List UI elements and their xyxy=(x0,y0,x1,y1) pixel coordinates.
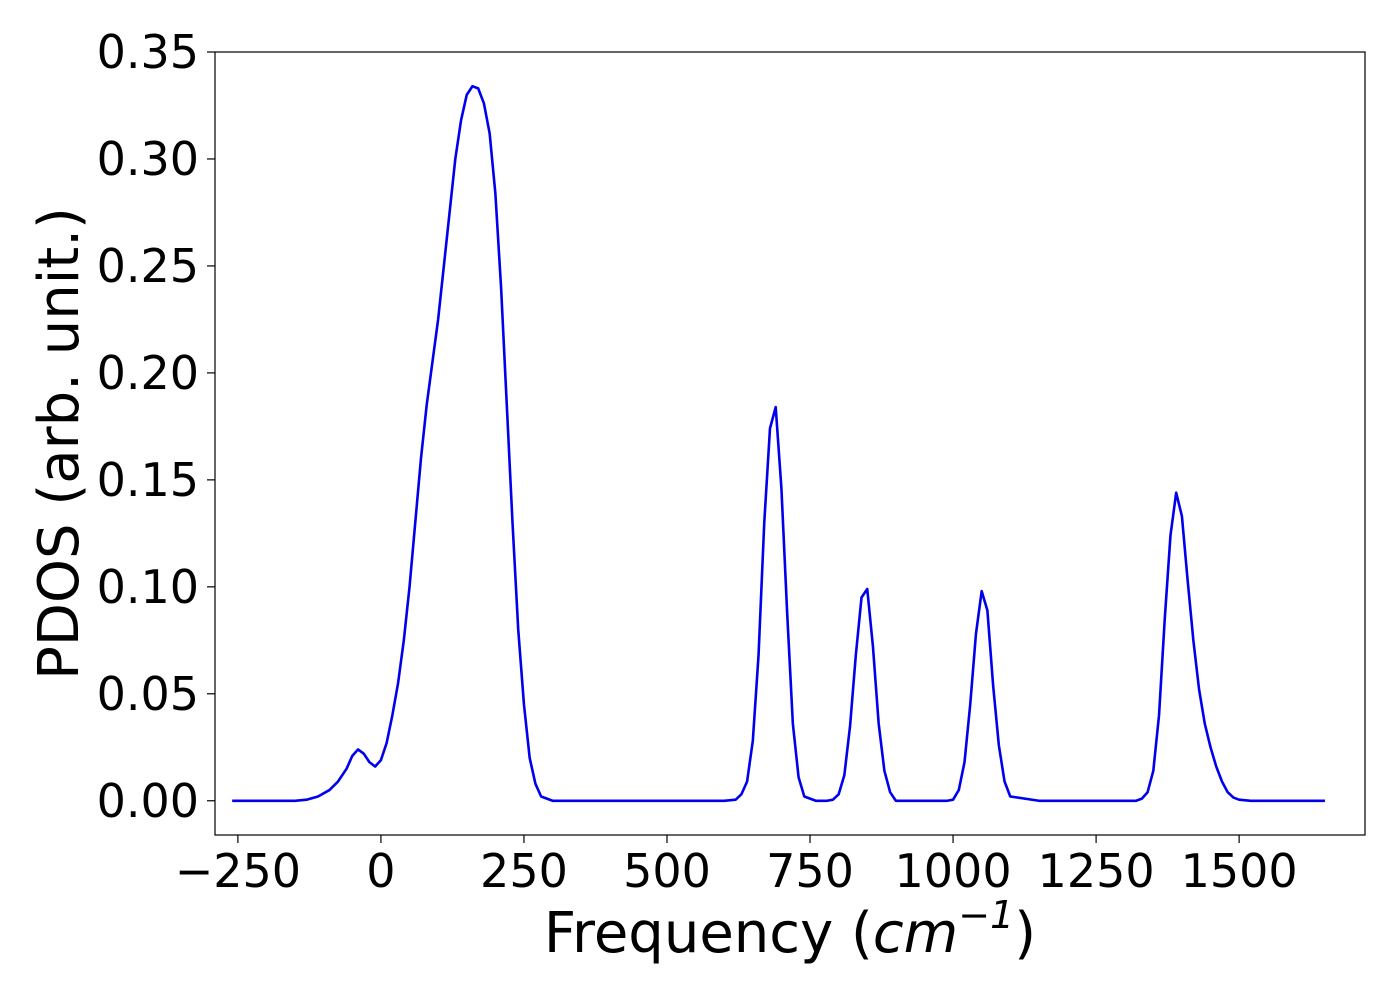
x-tick-label: 1250 xyxy=(1038,844,1155,898)
y-tick-label: 0.30 xyxy=(97,132,199,186)
x-tick-label: 500 xyxy=(623,844,711,898)
y-tick-label: 0.05 xyxy=(97,667,199,721)
y-tick-label: 0.35 xyxy=(97,25,199,79)
series-layer xyxy=(232,84,1325,803)
x-axis-title-exponent: −1 xyxy=(958,893,1014,937)
series-line-0 xyxy=(232,84,1325,803)
y-tick-label: 0.25 xyxy=(97,239,199,293)
x-tick-label: −250 xyxy=(175,844,301,898)
x-tick-label: 1000 xyxy=(895,844,1012,898)
x-axis-title-suffix: ) xyxy=(1014,901,1036,966)
x-tick-label: 0 xyxy=(366,844,395,898)
x-axis-title: Frequency (cm−1) xyxy=(544,893,1036,966)
y-tick-label: 0.15 xyxy=(97,453,199,507)
x-tick-label: 1500 xyxy=(1181,844,1298,898)
y-axis: 0.00 0.05 0.10 0.15 0.20 0.25 0.30 0.35 xyxy=(97,25,215,828)
x-axis-title-prefix: Frequency ( xyxy=(544,901,873,966)
y-tick-label: 0.20 xyxy=(97,346,199,400)
y-tick-label: 0.00 xyxy=(97,774,199,828)
plot-frame xyxy=(214,51,1366,836)
x-axis: −250 0 250 500 750 1000 1250 1500 xyxy=(175,835,1298,898)
plot-area xyxy=(214,51,1366,836)
y-tick-label: 0.10 xyxy=(97,560,199,614)
x-axis-title-unit: cm xyxy=(873,901,958,966)
y-axis-title: PDOS (arb. unit.) xyxy=(27,207,92,680)
x-tick-label: 750 xyxy=(766,844,854,898)
x-tick-label: 250 xyxy=(480,844,568,898)
